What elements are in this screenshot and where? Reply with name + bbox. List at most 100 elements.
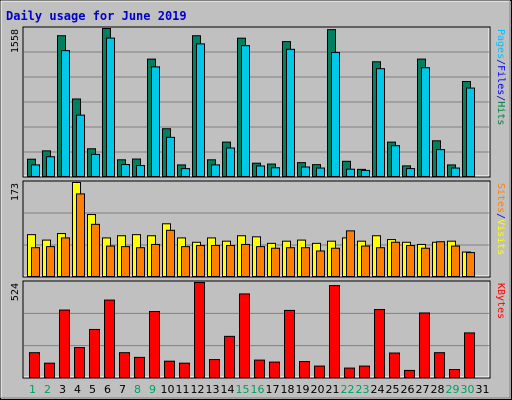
bar-kbytes-kbytes-day-5 bbox=[89, 328, 100, 379]
bar-kbytes-kbytes-day-3 bbox=[59, 309, 70, 378]
bar-hits-files-day-1 bbox=[31, 164, 40, 177]
day-label-4: 4 bbox=[74, 383, 81, 396]
day-label-16: 16 bbox=[251, 383, 265, 396]
legend-item: Files bbox=[495, 65, 506, 95]
day-label-2: 2 bbox=[44, 383, 51, 396]
legend-item: / bbox=[495, 95, 506, 101]
chart-title: Daily usage for June 2019 bbox=[6, 9, 187, 23]
bar-kbytes-kbytes-day-26 bbox=[404, 369, 415, 378]
legend-item: Visits bbox=[495, 219, 506, 255]
bar-kbytes-kbytes-day-4 bbox=[74, 347, 85, 378]
bar-visits-sites-day-7 bbox=[121, 246, 130, 277]
day-label-11: 11 bbox=[176, 383, 190, 396]
day-label-25: 25 bbox=[386, 383, 400, 396]
day-label-18: 18 bbox=[281, 383, 295, 396]
bar-visits-sites-day-15 bbox=[241, 243, 250, 278]
bar-kbytes-kbytes-day-14 bbox=[224, 335, 235, 379]
bar-kbytes-kbytes-day-27 bbox=[419, 312, 430, 378]
bar-kbytes-kbytes-day-13 bbox=[209, 359, 220, 378]
bar-kbytes-kbytes-day-19 bbox=[299, 361, 310, 379]
day-label-13: 13 bbox=[206, 383, 220, 396]
panel-hits-legend: Pages/Files/Hits bbox=[495, 29, 506, 125]
day-label-10: 10 bbox=[161, 383, 175, 396]
bar-visits-sites-day-16 bbox=[256, 246, 265, 277]
day-label-28: 28 bbox=[431, 383, 445, 396]
day-label-24: 24 bbox=[371, 383, 385, 396]
bar-kbytes-kbytes-day-18 bbox=[284, 309, 295, 379]
bar-visits-sites-day-20 bbox=[316, 250, 325, 278]
bar-visits-sites-day-25 bbox=[391, 241, 400, 277]
bar-kbytes-kbytes-day-28 bbox=[434, 352, 445, 378]
bar-visits-sites-day-13 bbox=[211, 245, 220, 277]
day-label-22: 22 bbox=[341, 383, 355, 396]
day-label-15: 15 bbox=[236, 383, 250, 396]
bar-kbytes-kbytes-day-22 bbox=[344, 367, 355, 378]
bar-hits-files-day-7 bbox=[121, 164, 130, 177]
bar-hits-files-day-2 bbox=[46, 156, 55, 177]
bar-kbytes-kbytes-day-23 bbox=[359, 365, 370, 379]
bar-hits-files-day-20 bbox=[316, 167, 325, 178]
legend-item: KBytes bbox=[495, 283, 506, 319]
panel-kbytes-legend: KBytes bbox=[495, 283, 506, 319]
bar-hits-files-day-23 bbox=[361, 169, 370, 177]
day-label-17: 17 bbox=[266, 383, 280, 396]
bar-kbytes-kbytes-day-29 bbox=[449, 369, 460, 378]
bar-visits-sites-day-8 bbox=[136, 247, 145, 278]
panel-visits-legend: Sites/Visits bbox=[495, 183, 506, 255]
bar-visits-sites-day-22 bbox=[346, 230, 355, 277]
bar-kbytes-kbytes-day-10 bbox=[164, 360, 175, 378]
panel-hits-ymax-label: 1558 bbox=[10, 29, 21, 53]
day-label-14: 14 bbox=[221, 383, 235, 396]
panel-kbytes-ymax-label: 524 bbox=[10, 283, 21, 301]
bar-visits-sites-day-10 bbox=[166, 229, 175, 278]
bar-hits-files-day-26 bbox=[406, 168, 415, 178]
bar-visits-sites-day-26 bbox=[406, 245, 415, 277]
bar-hits-files-day-27 bbox=[421, 67, 430, 177]
day-label-31: 31 bbox=[476, 383, 490, 396]
day-label-20: 20 bbox=[311, 383, 325, 396]
bar-hits-files-day-29 bbox=[451, 167, 460, 178]
day-label-12: 12 bbox=[191, 383, 205, 396]
bar-hits-files-day-3 bbox=[61, 50, 70, 177]
bar-hits-files-day-28 bbox=[436, 149, 445, 178]
day-label-1: 1 bbox=[29, 383, 36, 396]
bar-visits-sites-day-4 bbox=[76, 193, 85, 277]
bar-hits-files-day-24 bbox=[376, 68, 385, 177]
day-label-5: 5 bbox=[89, 383, 96, 396]
bar-visits-sites-day-9 bbox=[151, 243, 160, 278]
legend-item: Sites bbox=[495, 183, 506, 213]
day-label-8: 8 bbox=[134, 383, 141, 396]
day-label-9: 9 bbox=[149, 383, 156, 396]
bar-visits-sites-day-27 bbox=[421, 247, 430, 278]
legend-item: Hits bbox=[495, 101, 506, 125]
bar-visits-sites-day-24 bbox=[376, 247, 385, 278]
bar-visits-sites-day-23 bbox=[361, 245, 370, 277]
bar-kbytes-kbytes-day-24 bbox=[374, 309, 385, 379]
bar-hits-files-day-30 bbox=[466, 87, 475, 177]
bar-hits-files-day-15 bbox=[241, 45, 250, 178]
bar-kbytes-kbytes-day-11 bbox=[179, 362, 190, 379]
bar-hits-files-day-6 bbox=[106, 37, 115, 178]
bar-visits-sites-day-18 bbox=[286, 247, 295, 278]
bar-visits-sites-day-2 bbox=[46, 246, 55, 277]
bar-kbytes-kbytes-day-6 bbox=[104, 299, 115, 378]
bar-visits-sites-day-14 bbox=[226, 245, 235, 277]
bar-kbytes-kbytes-day-8 bbox=[134, 356, 145, 378]
bar-kbytes-kbytes-day-15 bbox=[239, 293, 250, 378]
bar-visits-sites-day-1 bbox=[31, 247, 40, 278]
bar-hits-files-day-4 bbox=[76, 114, 85, 177]
bar-visits-sites-day-21 bbox=[331, 247, 340, 278]
bar-hits-files-day-19 bbox=[301, 166, 310, 177]
bar-hits-files-day-12 bbox=[196, 43, 205, 177]
bar-visits-sites-day-3 bbox=[61, 237, 70, 277]
bar-kbytes-kbytes-day-2 bbox=[44, 362, 55, 379]
bar-visits-sites-day-6 bbox=[106, 245, 115, 277]
legend-item: / bbox=[495, 213, 506, 219]
bar-hits-files-day-17 bbox=[271, 167, 280, 177]
bar-visits-sites-day-11 bbox=[181, 246, 190, 277]
bar-hits-files-day-14 bbox=[226, 147, 235, 177]
bar-kbytes-kbytes-day-1 bbox=[29, 352, 40, 378]
bar-kbytes-kbytes-day-21 bbox=[329, 285, 340, 378]
